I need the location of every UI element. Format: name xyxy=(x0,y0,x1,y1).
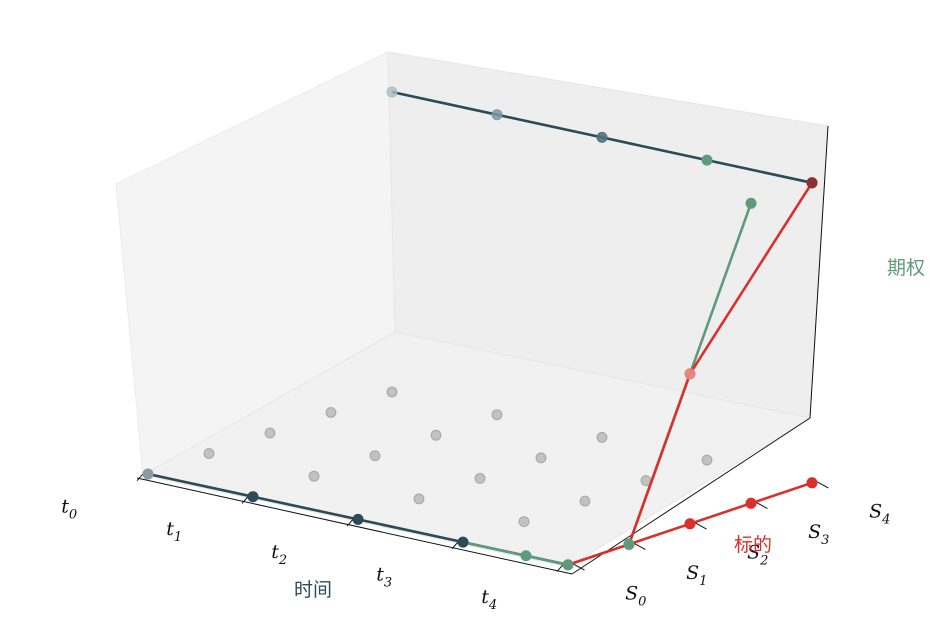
grid-point xyxy=(474,472,486,484)
x-tick-label: t1 xyxy=(166,518,182,545)
grid-point xyxy=(518,516,530,528)
series-point xyxy=(491,109,503,121)
y-tick-label: S3 xyxy=(808,521,829,548)
series-line xyxy=(567,182,814,567)
series-point xyxy=(684,368,696,380)
y-tick xyxy=(573,563,585,571)
series-point xyxy=(142,468,154,480)
series-point xyxy=(806,477,818,489)
series-point xyxy=(386,86,398,98)
y-tick xyxy=(817,481,829,489)
grid-point xyxy=(430,429,442,441)
x-tick-label: t3 xyxy=(376,564,392,591)
axes xyxy=(136,125,829,575)
grid-point xyxy=(535,452,547,464)
series-markers xyxy=(142,86,818,571)
tick-labels: t0 t1 t2 t3 t4 S0 S1 S2 S3 S4 xyxy=(61,495,890,613)
grid-point xyxy=(203,448,215,459)
grid-point xyxy=(491,409,503,421)
series-point xyxy=(352,513,364,525)
grid-point xyxy=(369,450,381,462)
y-tick xyxy=(634,543,646,551)
grid-point xyxy=(325,407,337,418)
y-axis-title: 标的 xyxy=(734,534,772,556)
x-axis-line xyxy=(136,477,573,575)
series-point xyxy=(806,177,818,189)
series-point xyxy=(701,154,713,166)
series-point xyxy=(745,197,757,209)
grid-point xyxy=(386,386,398,398)
z-axis-title: 期权 xyxy=(887,257,925,279)
x-tick-label: t0 xyxy=(61,495,77,522)
x-axis-title: 时间 xyxy=(294,579,332,601)
x-tick-label: t2 xyxy=(271,541,287,568)
grid-point xyxy=(701,454,713,466)
y-tick-label: S1 xyxy=(686,562,707,589)
grid-point xyxy=(596,431,608,443)
series-point xyxy=(247,491,259,503)
y-tick xyxy=(756,502,768,510)
z-axis-line xyxy=(809,125,829,419)
y-tick-label: S4 xyxy=(869,500,890,527)
series-point xyxy=(562,559,574,571)
series-point xyxy=(520,550,532,562)
series-point xyxy=(596,131,608,143)
grid-point xyxy=(579,495,591,507)
y-tick xyxy=(695,522,707,530)
series-point xyxy=(457,536,469,548)
grid-point xyxy=(264,427,276,439)
y-tick-label: S2 xyxy=(747,541,768,568)
grid-point xyxy=(308,470,320,482)
x-tick-label: t4 xyxy=(481,586,497,613)
grid-point xyxy=(413,493,425,505)
series-point xyxy=(684,518,696,530)
series-point xyxy=(623,538,635,550)
y-tick-label: S0 xyxy=(625,582,646,609)
series-point xyxy=(745,497,757,509)
y-axis-line xyxy=(571,417,811,575)
